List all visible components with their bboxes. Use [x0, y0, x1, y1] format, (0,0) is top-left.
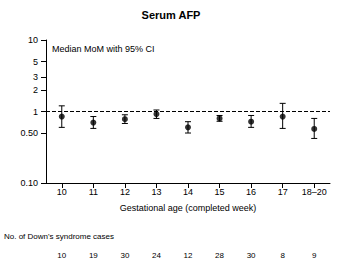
svg-text:0.10: 0.10: [20, 178, 38, 188]
svg-text:2: 2: [33, 85, 38, 95]
svg-text:15: 15: [215, 187, 225, 197]
svg-text:30: 30: [120, 251, 129, 260]
svg-text:3: 3: [33, 72, 38, 82]
svg-text:1: 1: [33, 107, 38, 117]
svg-text:10: 10: [57, 187, 67, 197]
svg-text:13: 13: [151, 187, 161, 197]
svg-text:14: 14: [183, 187, 193, 197]
svg-text:9: 9: [312, 251, 317, 260]
svg-text:28: 28: [215, 251, 224, 260]
svg-text:18–20: 18–20: [302, 187, 327, 197]
svg-text:No. of Down's syndrome cases: No. of Down's syndrome cases: [4, 232, 114, 241]
svg-text:30: 30: [247, 251, 256, 260]
svg-text:5: 5: [33, 57, 38, 67]
svg-text:Serum AFP: Serum AFP: [142, 9, 201, 21]
svg-text:12: 12: [184, 251, 193, 260]
svg-text:Median MoM with 95% CI: Median MoM with 95% CI: [52, 44, 155, 54]
svg-text:16: 16: [246, 187, 256, 197]
svg-text:10: 10: [57, 251, 66, 260]
svg-text:0.50: 0.50: [20, 128, 38, 138]
svg-text:10: 10: [28, 35, 38, 45]
svg-text:17: 17: [278, 187, 288, 197]
svg-text:12: 12: [120, 187, 130, 197]
svg-text:19: 19: [89, 251, 98, 260]
svg-text:11: 11: [89, 187, 98, 197]
svg-text:Gestational age (completed wee: Gestational age (completed week): [120, 203, 257, 213]
svg-text:24: 24: [152, 251, 161, 260]
svg-text:8: 8: [280, 251, 285, 260]
